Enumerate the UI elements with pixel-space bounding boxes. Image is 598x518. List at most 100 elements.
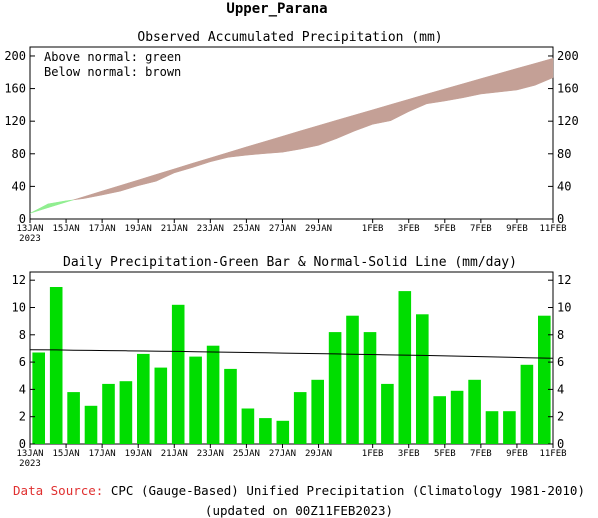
x-tick-label: 5FEB: [434, 224, 456, 234]
x-tick-label: 3FEB: [398, 449, 420, 459]
x-tick-label: 27JAN: [269, 224, 296, 234]
below-normal-area: [372, 104, 391, 125]
bottom-y-tick-label-left: 0: [19, 437, 26, 451]
bottom-y-tick-label-right: 4: [557, 382, 564, 396]
top-y-tick-label-left: 200: [4, 49, 26, 63]
bottom-y-tick-label-right: 10: [557, 300, 571, 314]
legend-below: Below normal: brown: [44, 65, 181, 79]
top-plot-frame: [29, 46, 554, 220]
x-tick-label: 3FEB: [398, 224, 420, 234]
below-normal-area: [354, 109, 373, 132]
below-normal-area: [534, 57, 554, 86]
above-normal-area: [29, 203, 49, 214]
top-y-tick-label-right: 120: [557, 114, 579, 128]
daily-bar: [520, 364, 534, 444]
x-tick-label: 15JAN: [53, 224, 80, 234]
x-tick-label: 27JAN: [269, 449, 296, 459]
daily-bar: [328, 332, 342, 444]
bottom-y-tick-label-left: 10: [12, 300, 26, 314]
above-normal-area: [47, 200, 67, 209]
daily-bar: [224, 368, 237, 444]
x-tick-label: 19JAN: [125, 449, 152, 459]
bottom-y-tick-label-left: 8: [19, 328, 26, 342]
daily-bar: [538, 315, 551, 444]
below-normal-area: [408, 93, 428, 112]
daily-bar: [189, 356, 202, 444]
daily-bar: [137, 353, 150, 444]
below-normal-area: [426, 88, 446, 105]
below-normal-area: [516, 63, 536, 91]
top-y-tick-label-right: 40: [557, 179, 571, 193]
daily-bar: [32, 352, 45, 444]
x-tick-label: 17JAN: [89, 449, 116, 459]
daily-bar: [171, 304, 185, 444]
legend-above: Above normal: green: [44, 50, 181, 64]
bottom-y-tick-label-right: 0: [557, 437, 564, 451]
daily-bar: [363, 332, 377, 444]
top-y-tick-label-left: 40: [12, 179, 26, 193]
daily-bar: [468, 379, 481, 444]
below-normal-area: [498, 68, 518, 93]
x-tick-label: 29JAN: [305, 224, 332, 234]
daily-bar: [503, 411, 516, 444]
data-source-label: Data Source:: [13, 483, 104, 498]
daily-bar: [485, 411, 499, 444]
x-tick-label: 29JAN: [305, 449, 332, 459]
x-tick-label: 9FEB: [506, 224, 528, 234]
top-y-tick-label-left: 80: [12, 147, 26, 161]
bottom-y-tick-label-right: 12: [557, 273, 571, 287]
below-normal-area: [73, 196, 85, 201]
top-y-tick-label-left: 160: [4, 82, 26, 96]
below-normal-area: [318, 119, 337, 146]
daily-bar: [416, 314, 429, 444]
top-y-tick-label-left: 120: [4, 114, 26, 128]
x-tick-label: 23JAN: [197, 449, 224, 459]
x-tick-label: 1FEB: [362, 224, 384, 234]
x-tick-label: 13JAN: [16, 224, 43, 234]
daily-bar: [381, 383, 394, 444]
daily-bar: [84, 405, 98, 444]
updated-line: (updated on 00Z11FEB2023): [204, 503, 394, 518]
bottom-y-tick-label-left: 12: [12, 273, 26, 287]
daily-bar: [346, 315, 359, 444]
daily-bar: [398, 291, 412, 444]
daily-bar: [154, 367, 168, 444]
data-source-line: Data Source: CPC (Gauge-Based) Unified P…: [0, 483, 598, 498]
bottom-y-tick-label-left: 6: [19, 355, 26, 369]
below-normal-area: [192, 157, 211, 168]
above-normal-area: [65, 199, 74, 203]
bottom-y-tick-label-left: 4: [19, 382, 26, 396]
x-tick-label: 1FEB: [362, 449, 384, 459]
x-tick-label: 21JAN: [161, 224, 188, 234]
top-y-tick-label-left: 0: [19, 212, 26, 226]
top-y-tick-label-right: 0: [557, 212, 564, 226]
x-tick-label: 25JAN: [233, 224, 260, 234]
daily-bar: [206, 345, 220, 444]
daily-bar: [311, 379, 324, 444]
daily-bar: [49, 287, 63, 444]
x-tick-label: 13JAN: [16, 449, 43, 459]
bottom-y-tick-label-left: 2: [19, 410, 26, 424]
below-normal-area: [336, 114, 355, 139]
daily-bar: [259, 418, 272, 444]
daily-bar: [241, 408, 255, 444]
x-tick-year-label: 2023: [19, 459, 41, 469]
below-normal-area: [119, 179, 139, 192]
daily-bar: [102, 383, 115, 444]
below-normal-area: [462, 78, 482, 99]
x-tick-label: 7FEB: [470, 224, 492, 234]
x-tick-label: 15JAN: [53, 449, 80, 459]
below-normal-area: [282, 130, 301, 153]
below-normal-area: [246, 141, 265, 156]
bottom-y-tick-label-right: 6: [557, 355, 564, 369]
daily-bar: [433, 396, 446, 444]
x-tick-label: 25JAN: [233, 449, 260, 459]
top-chart-title: Observed Accumulated Precipitation (mm): [137, 30, 442, 45]
top-y-tick-label-right: 80: [557, 147, 571, 161]
x-tick-label: 11FEB: [539, 449, 566, 459]
top-y-tick-label-right: 160: [557, 82, 579, 96]
normal-line: [29, 349, 554, 359]
